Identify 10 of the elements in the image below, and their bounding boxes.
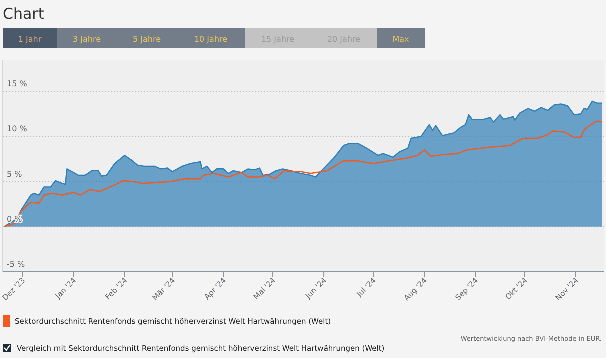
text: Max [392,35,410,44]
y-tick-label: 5 % [7,170,23,179]
y-tick-label: -5 % [7,260,26,269]
chart-title: Chart [3,5,44,23]
y-tick-label: 10 % [7,124,28,134]
text: 1 Jahr [18,35,42,44]
text: 10 Jahre [194,35,228,44]
text: 5 Jahre [133,35,162,44]
y-tick-label: 15 % [7,80,28,89]
text: 3 Jahre [73,35,102,44]
